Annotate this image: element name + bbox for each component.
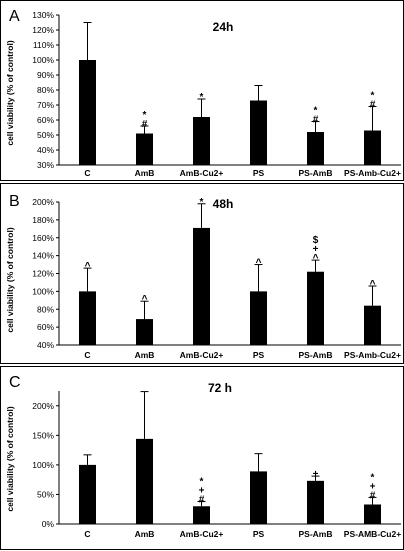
significance-mark: ^ xyxy=(256,258,262,269)
significance-mark: ^ xyxy=(85,261,91,272)
chart-svg: A 24h cell viability (% of control) 30% 40% 5… xyxy=(5,8,401,178)
y-tick-label: 40% xyxy=(37,340,54,350)
significance-mark: * xyxy=(200,92,204,103)
y-tick-label: 70% xyxy=(37,100,54,110)
bar xyxy=(136,438,153,524)
bar xyxy=(250,100,267,165)
chart-svg: C 72 h cell viability (% of control) 0% 50% 1… xyxy=(5,374,401,539)
category-label: PS xyxy=(253,168,265,178)
significance-mark: # xyxy=(142,119,148,130)
bar xyxy=(79,464,96,524)
bar xyxy=(79,291,96,345)
y-tick-label: 200% xyxy=(32,401,54,411)
significance-mark: # xyxy=(313,115,319,126)
y-axis-label: cell viability (% of control) xyxy=(5,40,15,145)
significance-mark: * xyxy=(200,477,204,488)
significance-mark: * xyxy=(143,110,147,121)
significance-mark: + xyxy=(370,481,376,492)
y-tick-label: 80% xyxy=(37,85,54,95)
significance-mark: * xyxy=(371,91,375,102)
panel-letter: C xyxy=(9,374,21,391)
y-tick-label: 140% xyxy=(32,251,54,261)
significance-mark: $ xyxy=(313,235,319,246)
significance-mark: + xyxy=(313,469,319,480)
bar xyxy=(193,506,210,524)
y-tick-label: 50% xyxy=(37,130,54,140)
bar xyxy=(307,271,324,345)
bar xyxy=(193,117,210,165)
category-label: PS xyxy=(253,350,265,360)
significance-mark: * xyxy=(314,106,318,117)
y-tick-label: 30% xyxy=(37,160,54,170)
y-axis-label: cell viability (% of control) xyxy=(5,227,15,332)
significance-mark: # xyxy=(370,100,376,111)
significance-mark: ^ xyxy=(142,294,148,305)
significance-mark: + xyxy=(313,244,319,255)
category-label: PS-Amb-Cu2+ xyxy=(344,168,401,178)
bar xyxy=(307,132,324,165)
bar xyxy=(250,471,267,524)
y-tick-label: 110% xyxy=(33,40,55,50)
significance-mark: * xyxy=(371,472,375,483)
bar xyxy=(79,60,96,165)
category-label: AmB-Cu2+ xyxy=(180,529,224,539)
category-label: PS-AmB xyxy=(298,350,332,360)
bar xyxy=(250,291,267,345)
category-label: PS-Amb-Cu2+ xyxy=(344,350,401,360)
category-label: C xyxy=(84,529,90,539)
bar xyxy=(364,305,381,345)
significance-mark: ^ xyxy=(370,279,376,290)
y-tick-label: 0% xyxy=(42,519,55,529)
significance-mark: # xyxy=(199,495,205,506)
category-label: C xyxy=(84,168,90,178)
bar xyxy=(136,319,153,345)
bar xyxy=(136,133,153,165)
chart-svg: B 48h cell viability (% of control) 40% 60% 8… xyxy=(5,193,401,360)
y-tick-label: 100% xyxy=(32,460,54,470)
chart-title: 72 h xyxy=(208,381,232,395)
category-label: AmB xyxy=(135,168,155,178)
y-tick-label: 90% xyxy=(37,70,54,80)
y-tick-label: 40% xyxy=(37,145,54,155)
significance-mark: # xyxy=(370,490,376,501)
y-tick-label: 130% xyxy=(32,10,54,20)
y-tick-label: 160% xyxy=(32,233,54,243)
y-tick-label: 60% xyxy=(37,115,54,125)
y-tick-label: 50% xyxy=(37,489,54,499)
category-label: AmB-Cu2+ xyxy=(180,168,224,178)
panel-48h: B 48h cell viability (% of control) 40% 60% 8… xyxy=(0,183,404,364)
bar xyxy=(364,130,381,165)
y-tick-label: 60% xyxy=(37,322,54,332)
y-tick-label: 120% xyxy=(32,25,54,35)
category-label: AmB xyxy=(135,350,155,360)
y-tick-label: 200% xyxy=(32,197,54,207)
significance-mark: + xyxy=(199,486,205,497)
category-label: AmB xyxy=(135,529,155,539)
y-tick-label: 180% xyxy=(32,215,54,225)
bar xyxy=(193,227,210,345)
y-tick-label: 100% xyxy=(32,55,54,65)
y-tick-label: 150% xyxy=(32,430,54,440)
chart-title: 24h xyxy=(213,20,234,34)
panel-letter: A xyxy=(9,8,20,25)
panel-24h: A 24h cell viability (% of control) 30% 40% 5… xyxy=(0,0,404,181)
y-tick-label: 100% xyxy=(32,286,54,296)
category-label: PS xyxy=(253,529,265,539)
y-tick-label: 120% xyxy=(32,269,54,279)
bar xyxy=(364,504,381,524)
panel-72h: C 72 h cell viability (% of control) 0% 50% 1… xyxy=(0,366,404,550)
bar xyxy=(307,480,324,524)
category-label: PS-AMB-Cu2+ xyxy=(344,529,401,539)
category-label: C xyxy=(84,350,90,360)
panel-letter: B xyxy=(9,193,20,210)
category-label: PS-AmB xyxy=(298,529,332,539)
category-label: PS-AmB xyxy=(298,168,332,178)
chart-title: 48h xyxy=(213,197,234,211)
significance-mark: * xyxy=(200,197,204,208)
significance-mark: ^ xyxy=(313,253,319,264)
category-label: AmB-Cu2+ xyxy=(180,350,224,360)
y-tick-label: 80% xyxy=(37,304,54,314)
y-axis-label: cell viability (% of control) xyxy=(5,406,15,511)
